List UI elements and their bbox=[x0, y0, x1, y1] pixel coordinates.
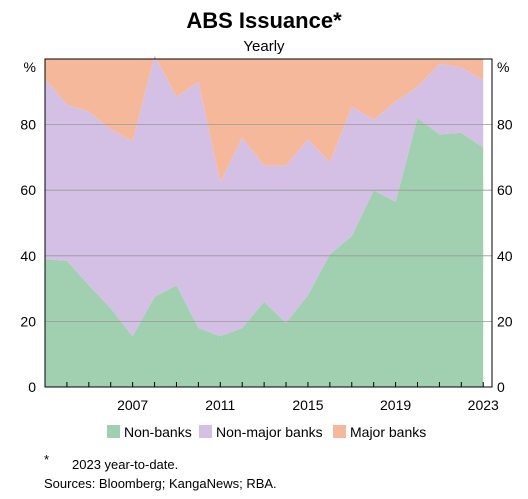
y-tick-labels: 0 0 20 20 40 40 60 60 80 80 bbox=[20, 117, 512, 395]
chart-title: ABS Issuance* bbox=[186, 8, 342, 33]
x-tick-label: 2019 bbox=[380, 397, 411, 413]
x-tick-marks bbox=[44, 382, 484, 387]
legend-swatch-non-banks bbox=[107, 425, 120, 438]
y-tick-label-left: 80 bbox=[20, 117, 36, 133]
sources-text: Sources: Bloomberg; KangaNews; RBA. bbox=[44, 476, 277, 491]
legend: Non-banks Non-major banks Major banks bbox=[107, 424, 426, 440]
legend-label-non-banks: Non-banks bbox=[124, 424, 192, 440]
y-tick-label-right: 20 bbox=[497, 313, 513, 329]
y-tick-label-right: 40 bbox=[497, 248, 513, 264]
plot-area bbox=[44, 55, 493, 388]
y-tick-label-right: 60 bbox=[497, 182, 513, 198]
footnote-text: 2023 year-to-date. bbox=[72, 457, 179, 472]
legend-swatch-major-banks bbox=[333, 425, 346, 438]
legend-label-major-banks: Major banks bbox=[350, 424, 426, 440]
x-tick-label: 2007 bbox=[117, 397, 148, 413]
x-tick-label: 2023 bbox=[468, 397, 499, 413]
legend-label-non-major-banks: Non-major banks bbox=[216, 424, 323, 440]
y-tick-label-left: 0 bbox=[28, 379, 36, 395]
area-non-major-banks bbox=[45, 55, 484, 337]
x-tick-label: 2011 bbox=[205, 397, 235, 413]
area-major-banks bbox=[45, 55, 484, 183]
y-tick-label-left: 20 bbox=[20, 313, 36, 329]
chart-subtitle: Yearly bbox=[243, 38, 285, 55]
x-tick-label: 2015 bbox=[292, 397, 323, 413]
area-non-banks bbox=[45, 118, 484, 387]
plot-frame bbox=[44, 58, 493, 388]
y-tick-label-left: 60 bbox=[20, 182, 36, 198]
y-tick-label-right: 0 bbox=[497, 379, 505, 395]
y-tick-label-right: 80 bbox=[497, 117, 513, 133]
footnote-asterisk: * bbox=[44, 452, 50, 467]
gridlines bbox=[45, 124, 492, 322]
legend-swatch-non-major-banks bbox=[199, 425, 212, 438]
y-tick-label-left: 40 bbox=[20, 248, 36, 264]
x-tick-labels: 2007 2011 2015 2019 2023 bbox=[117, 397, 499, 413]
series-areas bbox=[45, 55, 484, 387]
y-unit-right: % bbox=[497, 59, 509, 75]
y-unit-left: % bbox=[24, 59, 36, 75]
